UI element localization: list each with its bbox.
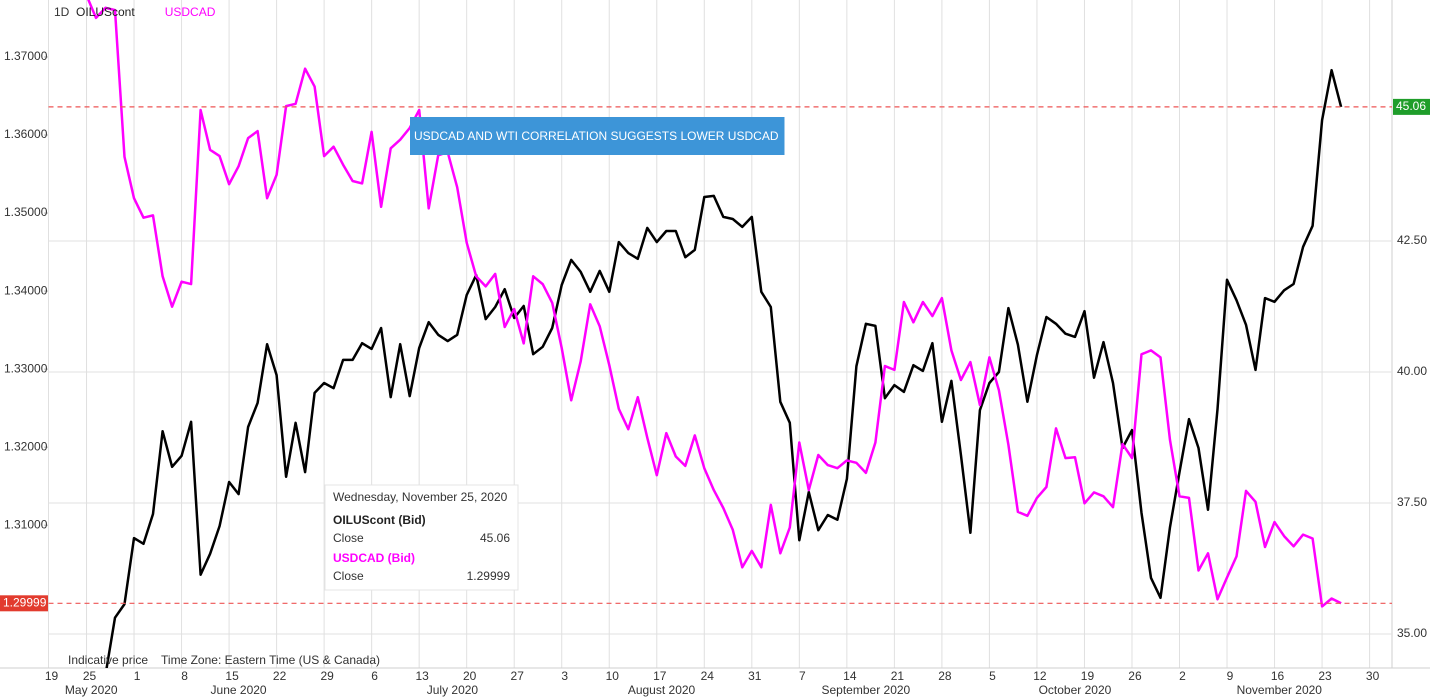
y-tick-label: 1.36000	[4, 127, 48, 141]
y-tick-label: 1.31000	[4, 517, 48, 531]
y-tick-label: 1.35000	[4, 205, 48, 219]
y2-tick-label: 35.00	[1397, 626, 1427, 640]
x-tick-label: 19	[1081, 669, 1095, 683]
tooltip-date: Wednesday, November 25, 2020	[333, 490, 508, 504]
footer-text: Time Zone: Eastern Time (US & Canada)	[161, 653, 380, 667]
x-tick-label: 3	[561, 669, 568, 683]
price-badge	[1393, 98, 1430, 115]
x-tick-label: 21	[891, 669, 905, 683]
tooltip-series: OILUScont (Bid)	[333, 513, 426, 527]
x-tick-label: 26	[1128, 669, 1142, 683]
month-label: July 2020	[427, 683, 479, 697]
y2-tick-label: 40.00	[1397, 364, 1427, 378]
legend-label: OILUScont	[76, 5, 135, 19]
x-tick-label: 14	[843, 669, 857, 683]
month-label: November 2020	[1237, 683, 1323, 697]
series-line	[105, 68, 1343, 668]
interval-label: 1D	[54, 5, 70, 19]
x-tick-label: 20	[463, 669, 477, 683]
tooltip-series: USDCAD (Bid)	[333, 551, 415, 565]
x-tick-label: 31	[748, 669, 762, 683]
x-tick-label: 5	[989, 669, 996, 683]
annotation: USDCAD AND WTI CORRELATION SUGGESTS LOWE…	[414, 129, 779, 143]
y-tick-label: 1.33000	[4, 361, 48, 375]
x-tick-label: 1	[134, 669, 141, 683]
tooltip-box	[324, 484, 519, 591]
x-tick-label: 6	[371, 669, 378, 683]
x-tick-label: 8	[181, 669, 188, 683]
legend-label: USDCAD	[165, 5, 216, 19]
month-label: September 2020	[821, 683, 910, 697]
x-tick-label: 16	[1271, 669, 1285, 683]
price-label: 45.06	[1396, 99, 1426, 113]
price-badge	[0, 595, 48, 612]
overlay: 19 25 1 8 15 22 29 6 13 20 27 3 10 17 24 31 7 14 21 28 5 12 19…	[0, 5, 1430, 697]
x-tick-label: 19	[45, 669, 59, 683]
x-tick-label: 29	[320, 669, 334, 683]
x-tick-label: 24	[701, 669, 715, 683]
tooltip-label: Close	[333, 531, 364, 545]
x-tick-label: 13	[415, 669, 429, 683]
x-tick-label: 9	[1227, 669, 1234, 683]
grid	[0, 0, 1430, 669]
x-tick-label: 27	[511, 669, 525, 683]
x-tick-label: 15	[225, 669, 239, 683]
x-tick-label: 7	[799, 669, 806, 683]
x-tick-label: 22	[273, 669, 287, 683]
series-line	[87, 0, 1342, 608]
x-tick-label: 12	[1033, 669, 1047, 683]
x-tick-label: 30	[1366, 669, 1380, 683]
footer-text: Indicative price	[68, 653, 148, 667]
plot-area	[87, 0, 1343, 668]
y2-tick-label: 37.50	[1397, 495, 1427, 509]
x-tick-label: 28	[938, 669, 952, 683]
x-tick-label: 25	[83, 669, 97, 683]
month-label: May 2020	[65, 683, 118, 697]
x-tick-label: 23	[1318, 669, 1332, 683]
tooltip-value: 1.29999	[467, 569, 511, 583]
y-tick-label: 1.37000	[4, 49, 48, 63]
x-tick-label: 10	[606, 669, 620, 683]
month-label: June 2020	[211, 683, 267, 697]
tooltip-value: 45.06	[480, 531, 510, 545]
price-label: 1.29999	[3, 595, 47, 609]
x-tick-label: 17	[653, 669, 667, 683]
month-label: August 2020	[628, 683, 696, 697]
tooltip-label: Close	[333, 569, 364, 583]
annotation-box	[410, 117, 785, 155]
y-tick-label: 1.34000	[4, 283, 48, 297]
y-tick-label: 1.32000	[4, 439, 48, 453]
y2-tick-label: 42.50	[1397, 233, 1427, 247]
x-tick-label: 2	[1179, 669, 1186, 683]
month-label: October 2020	[1039, 683, 1112, 697]
